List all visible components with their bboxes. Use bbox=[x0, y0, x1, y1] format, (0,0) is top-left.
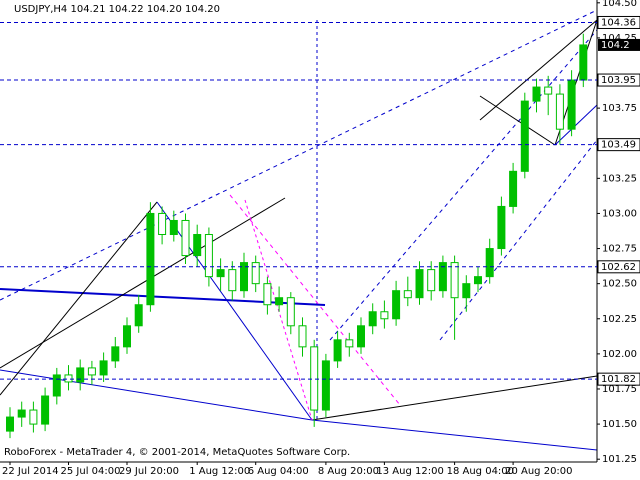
candle-body bbox=[204, 234, 213, 278]
candle-body bbox=[532, 86, 541, 102]
candle-body bbox=[462, 283, 471, 299]
candle-body bbox=[485, 248, 494, 278]
candle-body bbox=[76, 367, 85, 383]
candle-body bbox=[169, 219, 178, 236]
candle-body bbox=[111, 346, 120, 362]
candle-body bbox=[357, 325, 365, 348]
x-tick-label: 13 Aug 12:00 bbox=[376, 466, 443, 477]
x-tick-label: 25 Jul 04:00 bbox=[61, 466, 121, 477]
level-label: 103.49 bbox=[601, 140, 636, 151]
level-label: 103.95 bbox=[601, 75, 636, 86]
candle-body bbox=[310, 346, 319, 411]
candle-body bbox=[438, 262, 447, 292]
candle-body bbox=[368, 311, 377, 327]
level-box bbox=[597, 15, 640, 29]
candle-body bbox=[240, 262, 248, 292]
price-box bbox=[598, 38, 640, 51]
candle-body bbox=[181, 219, 190, 257]
y-tick-label: 101.75 bbox=[602, 384, 637, 395]
candle-body bbox=[87, 367, 96, 376]
x-tick-label: 1 Aug 12:00 bbox=[189, 466, 250, 477]
candle-body bbox=[6, 416, 14, 432]
level-box bbox=[597, 138, 640, 152]
candle-body bbox=[29, 409, 38, 425]
chart-title: USDJPY,H4 104.21 104.22 104.20 104.20 bbox=[14, 4, 220, 15]
level-label: 102.62 bbox=[601, 262, 636, 273]
y-tick-label: 101.25 bbox=[602, 454, 637, 465]
candle-body bbox=[52, 374, 61, 397]
candle-body bbox=[474, 276, 482, 285]
level-box bbox=[597, 372, 640, 386]
level-label: 101.82 bbox=[601, 374, 636, 385]
candle-body bbox=[193, 234, 202, 257]
candle-body bbox=[555, 93, 564, 130]
y-tick-label: 102.00 bbox=[602, 349, 637, 360]
candle-body bbox=[509, 170, 518, 207]
y-tick-label: 101.50 bbox=[602, 419, 637, 430]
price-label: 104.2 bbox=[601, 40, 630, 51]
candle-body bbox=[544, 86, 553, 95]
candle-body bbox=[228, 269, 237, 292]
candle-body bbox=[99, 360, 108, 376]
x-tick-label: 8 Aug 20:00 bbox=[318, 466, 379, 477]
candle-body bbox=[275, 297, 284, 306]
candle-body bbox=[41, 395, 50, 425]
candle-body bbox=[321, 360, 330, 411]
footer: RoboForex - MetaTrader 4, © 2001-2014, M… bbox=[4, 447, 350, 458]
level-label: 104.36 bbox=[601, 17, 636, 28]
candle-body bbox=[64, 374, 73, 383]
candle-body bbox=[567, 79, 576, 130]
candle-body bbox=[146, 212, 155, 306]
y-tick-label: 104.25 bbox=[602, 33, 637, 44]
candle-body bbox=[17, 409, 26, 418]
y-tick-label: 103.25 bbox=[602, 173, 637, 184]
candle-body bbox=[427, 269, 436, 292]
candle-body bbox=[263, 283, 272, 306]
candle-body bbox=[134, 304, 143, 327]
x-tick-label: 20 Aug 20:00 bbox=[505, 466, 572, 477]
y-tick-label: 104.50 bbox=[602, 0, 637, 9]
candle-body bbox=[520, 100, 529, 172]
candle-body bbox=[345, 339, 354, 348]
candle-body bbox=[298, 325, 307, 348]
candle-body bbox=[216, 269, 225, 278]
candle-body bbox=[251, 262, 260, 285]
candle-body bbox=[158, 212, 167, 236]
candle-body bbox=[415, 269, 424, 299]
x-tick-label: 6 Aug 04:00 bbox=[248, 466, 309, 477]
x-tick-label: 29 Jul 20:00 bbox=[119, 466, 179, 477]
level-box bbox=[597, 73, 640, 87]
candle-body bbox=[403, 290, 412, 299]
y-tick-label: 103.75 bbox=[602, 103, 637, 114]
y-tick-label: 102.50 bbox=[602, 279, 637, 290]
level-box bbox=[597, 260, 640, 274]
y-tick-label: 102.25 bbox=[602, 314, 637, 325]
candle-body bbox=[450, 262, 459, 299]
x-tick-label: 22 Jul 2014 bbox=[2, 466, 59, 477]
candle-body bbox=[497, 205, 506, 250]
candle-body bbox=[333, 339, 342, 362]
candle-body bbox=[123, 325, 131, 348]
y-tick-label: 103.00 bbox=[602, 208, 637, 219]
candle-body bbox=[380, 311, 389, 320]
candle-body bbox=[579, 44, 588, 81]
y-tick-label: 102.75 bbox=[602, 244, 637, 255]
candle-body bbox=[286, 297, 295, 327]
x-tick-label: 18 Aug 04:00 bbox=[447, 466, 514, 477]
candle-body bbox=[392, 290, 401, 320]
